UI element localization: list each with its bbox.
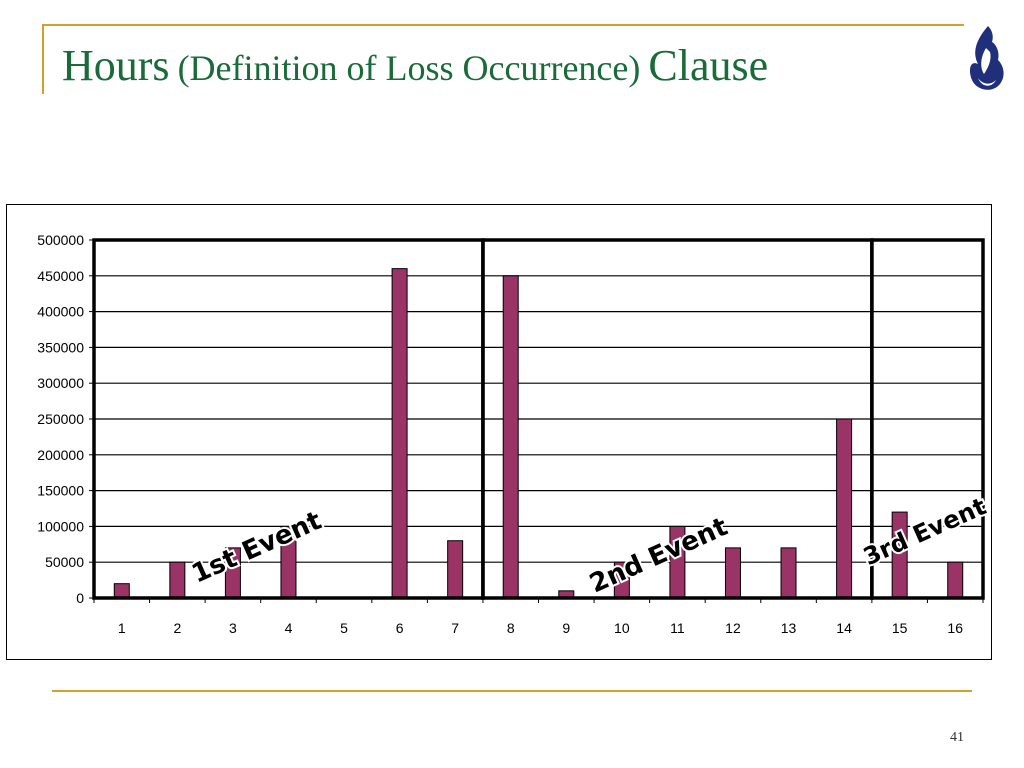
footer-accent-line	[52, 690, 972, 692]
bar	[391, 268, 408, 599]
chart-frame: 0 50000 100000 150000 200000 250000 300000 3500…	[6, 204, 992, 660]
page-title: Hours (Definition of Loss Occurrence) Cl…	[62, 44, 768, 88]
y-tick-label: 500000	[37, 232, 84, 248]
event-annotation: 3rd Event	[859, 492, 990, 571]
flame-logo-icon	[970, 26, 1004, 90]
x-tick-label: 9	[562, 620, 570, 636]
page-number: 41	[950, 730, 964, 745]
bar	[113, 583, 130, 599]
event-annotation: 2nd Event	[585, 512, 732, 599]
bar	[780, 547, 797, 599]
x-tick-label: 14	[836, 620, 852, 636]
event-box	[870, 238, 985, 600]
y-tick-label: 400000	[37, 304, 84, 320]
bar-chart: 0500001000001500002000002500003000003500…	[37, 232, 991, 636]
x-tick-label: 15	[892, 620, 908, 636]
title-accent-horizontal	[42, 24, 964, 26]
bar	[169, 561, 186, 599]
x-tick-label: 12	[725, 620, 741, 636]
x-tick-label: 5	[340, 620, 348, 636]
y-tick-label: 50000	[45, 554, 84, 570]
y-tick-label: 450000	[37, 268, 84, 284]
x-tick-label: 13	[781, 620, 797, 636]
x-tick-label: 10	[614, 620, 630, 636]
bar	[836, 418, 853, 599]
y-tick-label: 200000	[37, 447, 84, 463]
x-tick-label: 7	[451, 620, 459, 636]
title-parenthetical: (Definition of Loss Occurrence)	[177, 48, 641, 88]
x-tick-label: 6	[396, 620, 404, 636]
x-tick-label: 1	[118, 620, 126, 636]
bar	[947, 561, 964, 599]
bar	[502, 275, 519, 599]
title-end: Clause	[648, 41, 769, 90]
event-annotation: 1st Event	[187, 506, 326, 590]
y-tick-label: 250000	[37, 411, 84, 427]
bar	[447, 540, 464, 599]
title-main: Hours	[62, 41, 170, 90]
x-tick-label: 11	[670, 620, 685, 636]
x-tick-label: 8	[507, 620, 515, 636]
x-tick-label: 2	[173, 620, 181, 636]
y-tick-label: 350000	[37, 339, 84, 355]
x-tick-label: 4	[285, 620, 293, 636]
x-tick-label: 3	[229, 620, 237, 636]
x-tick-label: 16	[947, 620, 963, 636]
title-accent-vertical	[42, 24, 44, 94]
y-tick-label: 0	[76, 590, 84, 606]
bar	[724, 547, 741, 599]
y-tick-label: 300000	[37, 375, 84, 391]
y-tick-label: 100000	[37, 518, 84, 534]
y-tick-label: 150000	[37, 483, 84, 499]
